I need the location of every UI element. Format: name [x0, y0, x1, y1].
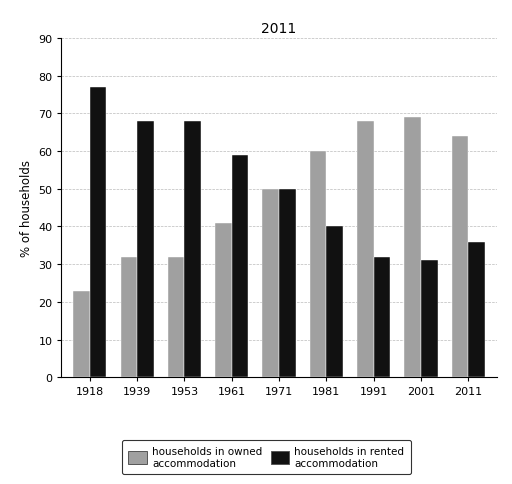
- Bar: [73, 291, 90, 378]
- Bar: [232, 155, 248, 378]
- Bar: [279, 189, 295, 378]
- Bar: [326, 227, 343, 378]
- Bar: [357, 121, 374, 378]
- Y-axis label: % of households: % of households: [20, 160, 33, 257]
- Bar: [374, 257, 390, 378]
- Bar: [120, 257, 137, 378]
- Bar: [184, 121, 201, 378]
- Bar: [137, 121, 154, 378]
- Bar: [90, 88, 106, 378]
- Bar: [215, 223, 232, 378]
- Bar: [421, 261, 438, 378]
- Legend: households in owned
accommodation, households in rented
accommodation: households in owned accommodation, house…: [122, 440, 411, 474]
- Bar: [263, 189, 279, 378]
- Bar: [452, 136, 468, 378]
- Bar: [404, 118, 421, 378]
- Bar: [168, 257, 184, 378]
- Title: 2011: 2011: [262, 22, 296, 36]
- Bar: [310, 151, 326, 378]
- Bar: [468, 242, 485, 378]
